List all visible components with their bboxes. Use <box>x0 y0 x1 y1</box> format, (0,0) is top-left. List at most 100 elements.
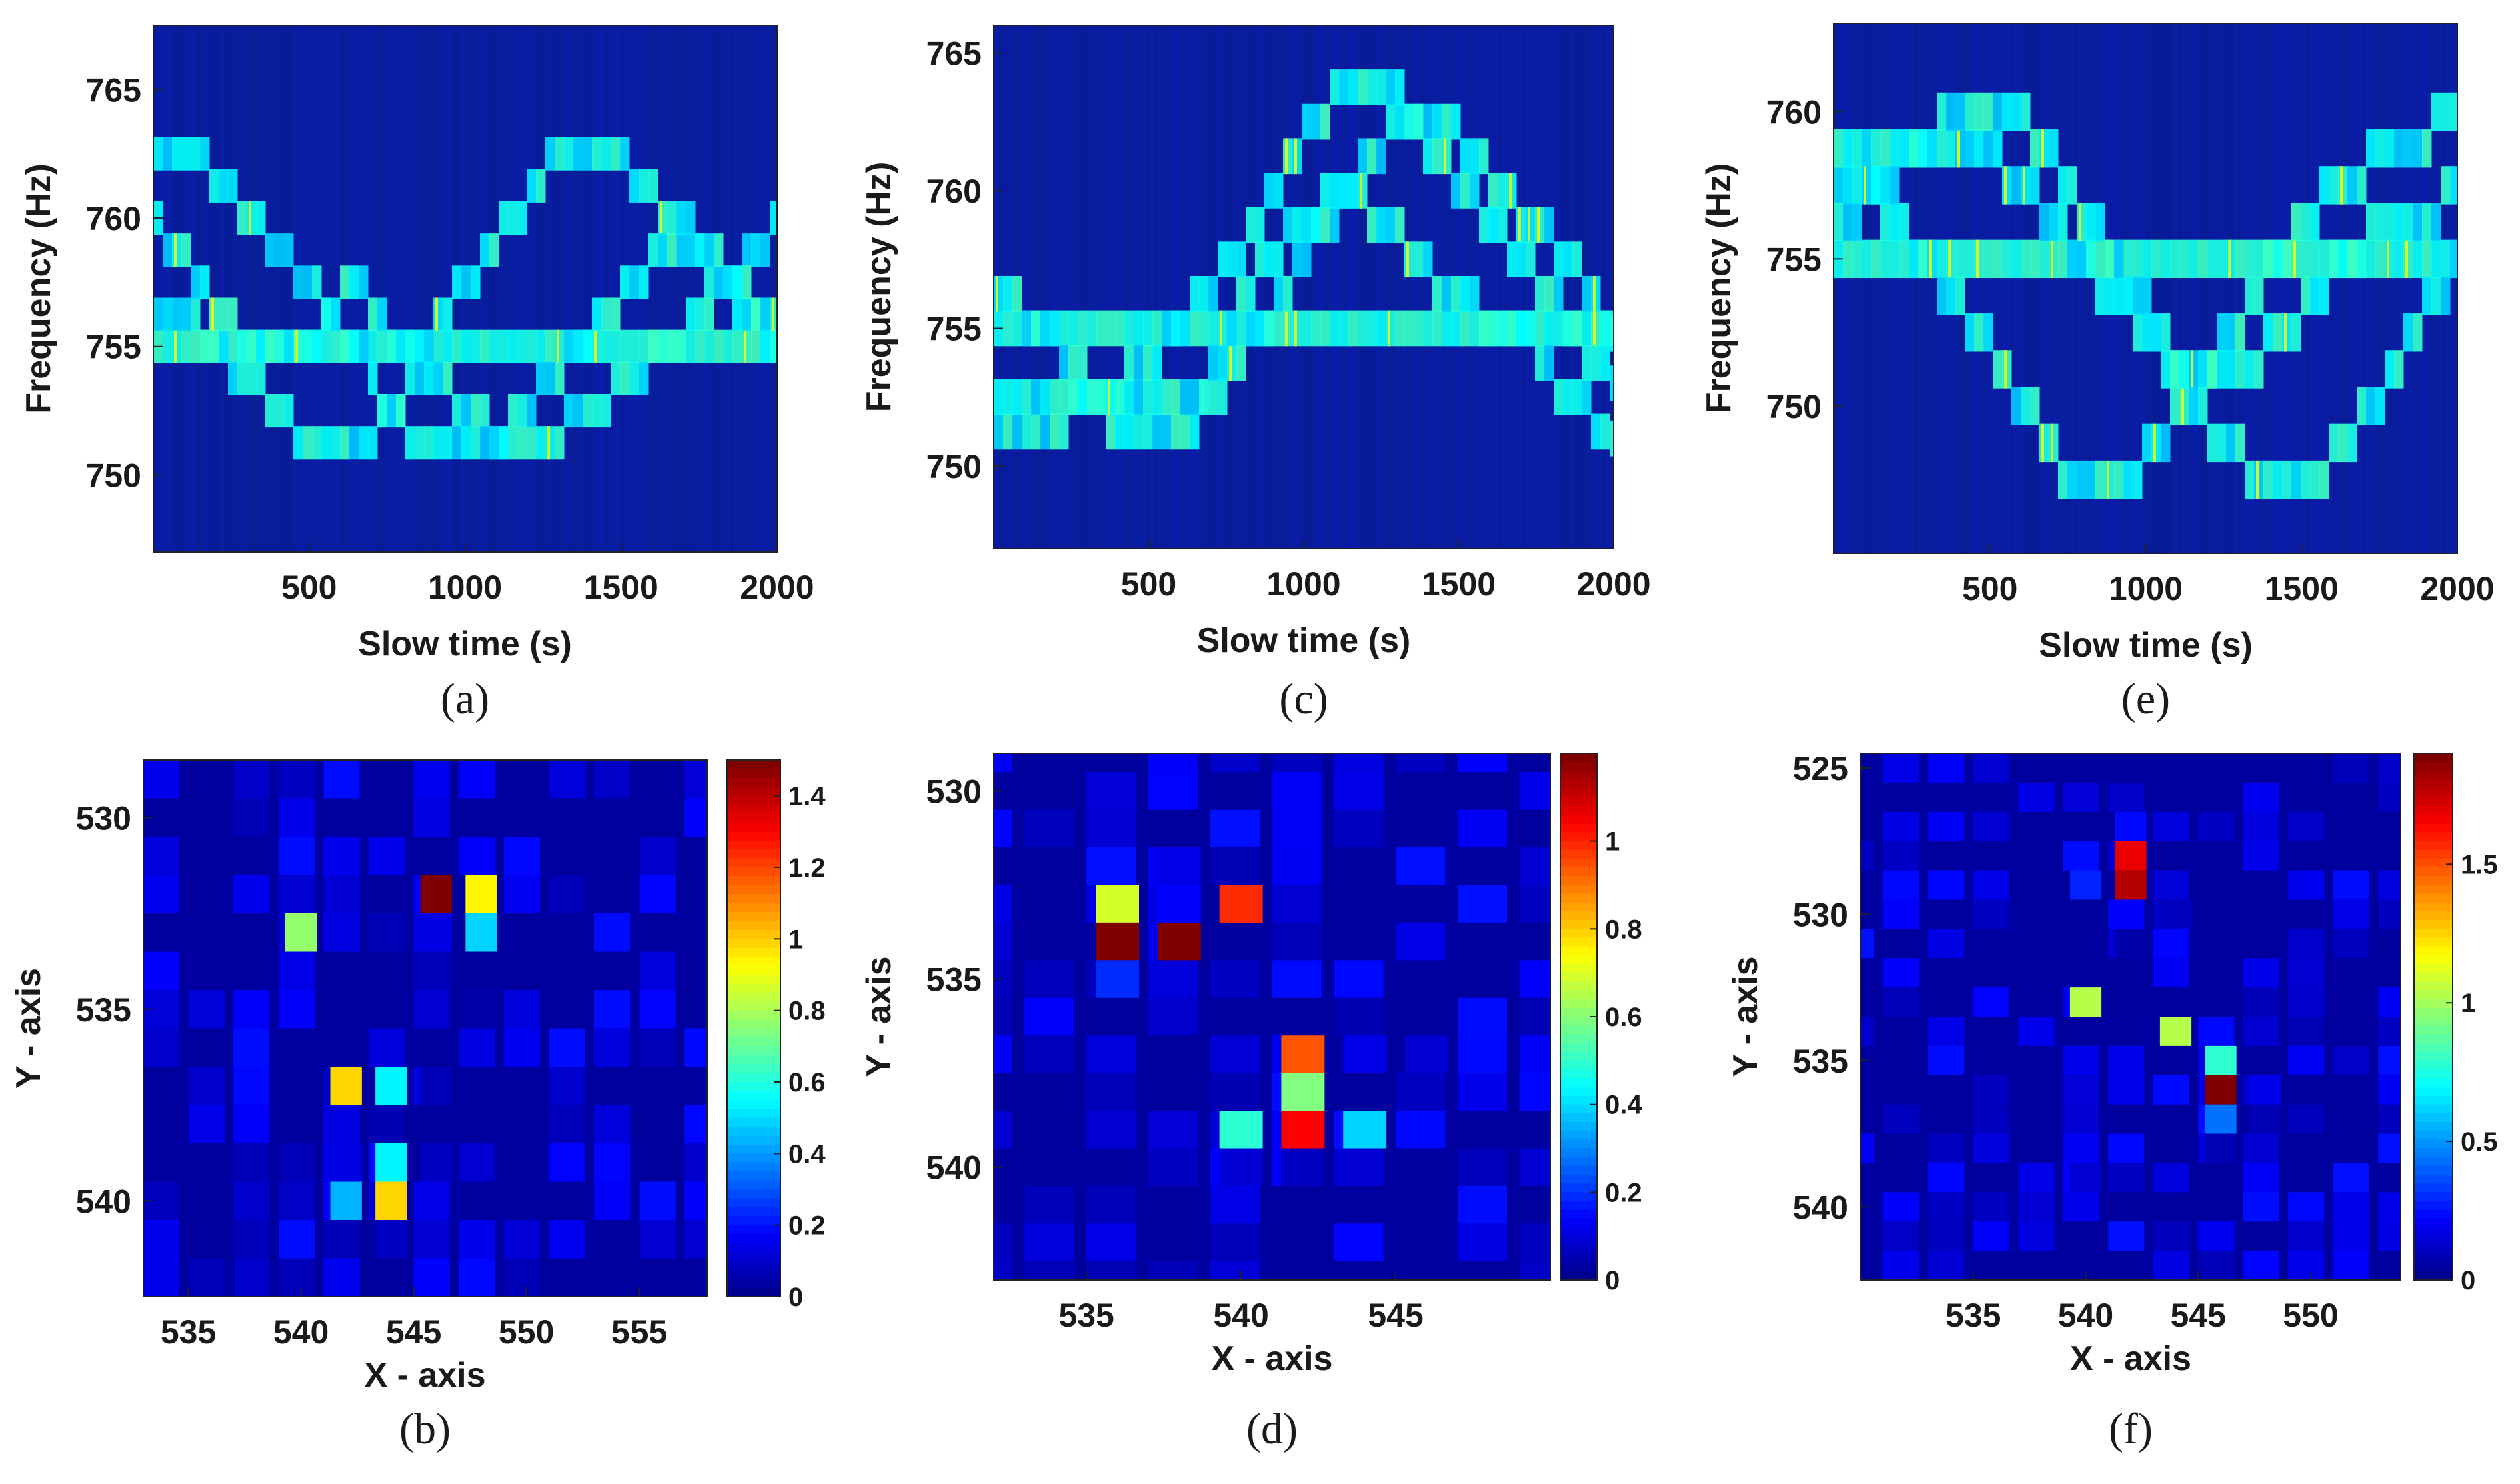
y-tick-label: 760 <box>1766 94 1822 131</box>
colorbar-segment <box>2414 1245 2453 1255</box>
track-cell <box>377 329 387 363</box>
track-highlight <box>2256 460 2259 499</box>
track-cell <box>452 394 462 428</box>
background-cell <box>2288 811 2325 841</box>
track-cell <box>2310 276 2320 315</box>
noise-streak <box>1478 25 1482 549</box>
background-cell <box>413 760 450 799</box>
track-cell <box>1367 69 1377 105</box>
background-cell <box>2153 1075 2189 1105</box>
noise-streak <box>670 25 674 552</box>
track-cell <box>2142 313 2152 352</box>
track-cell <box>1283 207 1293 243</box>
data-cell <box>420 913 453 952</box>
data-cell <box>2115 870 2147 900</box>
track-cell <box>349 265 359 299</box>
track-cell <box>1572 310 1582 347</box>
background-cell <box>2378 1104 2401 1134</box>
track-cell <box>2161 239 2171 279</box>
track-cell <box>1899 129 1909 168</box>
track-cell <box>1843 129 1853 168</box>
noise-streak <box>1574 25 1578 549</box>
track-cell <box>2179 350 2189 389</box>
track-cell <box>517 201 527 235</box>
noise-streak <box>1606 25 1610 549</box>
track-cell <box>284 329 294 363</box>
background-cell <box>2198 1017 2235 1046</box>
data-cell <box>1219 1111 1263 1149</box>
background-cell <box>1086 772 1136 810</box>
track-cell <box>994 379 1004 415</box>
track-cell <box>1274 241 1284 278</box>
y-tick-label: 760 <box>86 200 141 237</box>
noise-streak <box>2038 23 2042 553</box>
colorbar-segment <box>1560 1139 1597 1149</box>
background-cell <box>594 1143 631 1182</box>
track-cell <box>237 329 247 363</box>
noise-streak <box>405 25 409 552</box>
track-cell <box>1918 129 1928 168</box>
noise-streak <box>1026 25 1030 549</box>
noise-streak <box>1502 25 1506 549</box>
noise-streak <box>573 25 577 552</box>
noise-streak <box>2286 23 2290 553</box>
noise-streak <box>561 25 565 552</box>
background-cell <box>188 1105 225 1143</box>
track-cell <box>1843 203 1853 241</box>
track-cell <box>1488 207 1498 243</box>
track-cell <box>658 233 668 267</box>
track-cell <box>2441 166 2451 205</box>
track-cell <box>1479 207 1489 243</box>
colorbar-tick-label: 1.5 <box>2461 850 2498 879</box>
background-cell <box>278 875 315 913</box>
y-tick-label: 540 <box>926 1149 982 1187</box>
track-cell <box>2058 203 2068 241</box>
track-cell <box>1143 379 1153 415</box>
track-cell <box>359 329 369 363</box>
track-cell <box>191 297 201 331</box>
noise-streak <box>221 25 225 552</box>
track-cell <box>1386 310 1396 347</box>
noise-streak <box>265 25 269 552</box>
background-cell <box>413 990 450 1029</box>
track-cell <box>536 169 546 203</box>
track-cell <box>2114 276 2124 315</box>
colorbar-segment <box>1560 1017 1597 1027</box>
background-cell <box>1086 1261 1136 1280</box>
noise-streak <box>1102 25 1106 549</box>
track-cell <box>1535 207 1545 243</box>
colorbar-segment <box>1560 753 1597 763</box>
track-cell <box>471 394 481 428</box>
colorbar-segment <box>2414 964 2453 974</box>
noise-streak <box>686 25 690 552</box>
colorbar-segment <box>2414 893 2453 903</box>
track-cell <box>368 361 378 395</box>
noise-streak <box>690 25 694 552</box>
track-cell <box>1591 345 1601 381</box>
noise-streak <box>1226 25 1230 549</box>
track-cell <box>1451 173 1461 209</box>
track-highlight <box>2051 423 2053 463</box>
track-cell <box>1320 207 1330 243</box>
colorbar-segment <box>2414 885 2453 895</box>
x-tick-label: 535 <box>1058 1297 1114 1334</box>
track-cell <box>629 329 640 363</box>
colorbar-segment <box>727 1037 780 1047</box>
background-cell <box>2333 753 2369 783</box>
track-cell <box>1218 345 1228 381</box>
noise-streak <box>233 25 237 552</box>
background-cell <box>143 760 180 799</box>
track-cell <box>517 426 527 460</box>
track-cell <box>1348 69 1358 105</box>
track-cell <box>676 201 686 235</box>
noise-streak <box>2014 23 2018 553</box>
plot-area <box>1860 753 2401 1280</box>
track-cell <box>2151 423 2161 463</box>
track-cell <box>770 297 777 331</box>
colorbar-segment <box>1560 1087 1597 1097</box>
track-cell <box>163 297 173 331</box>
colorbar-segment <box>2414 1034 2453 1044</box>
noise-streak <box>1270 25 1274 549</box>
background-cell <box>1396 753 1446 773</box>
track-cell <box>1423 310 1433 347</box>
